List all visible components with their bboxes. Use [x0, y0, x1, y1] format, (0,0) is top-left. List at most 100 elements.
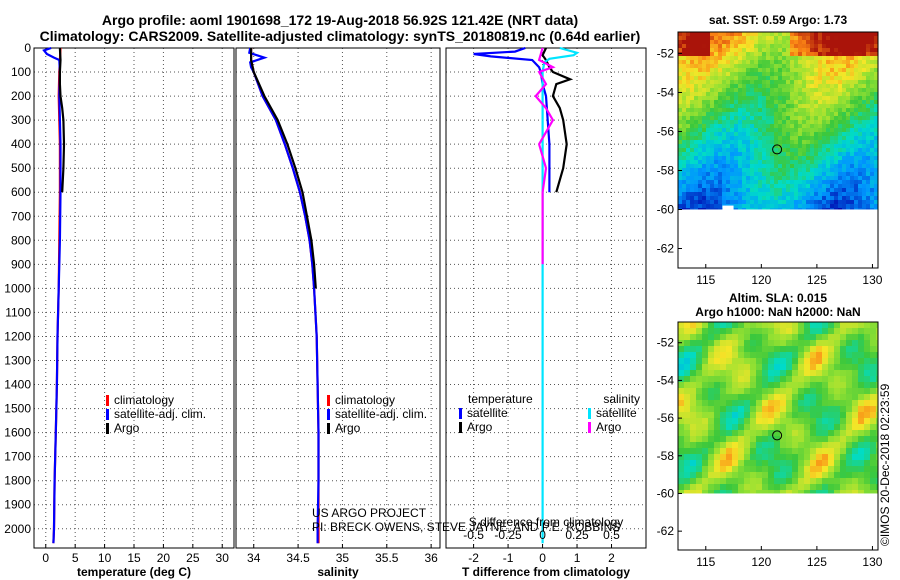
x-tick-label: 35.5 [375, 551, 399, 565]
lat-tick-label: -54 [657, 85, 675, 99]
depth-tick-label: 1700 [4, 450, 31, 464]
legend-swatch [588, 408, 591, 419]
lat-tick-label: -58 [657, 163, 675, 177]
x-tick-label: 5 [72, 551, 79, 565]
x-tick-label: 30 [216, 551, 230, 565]
figure-title-line2: Climatology: CARS2009. Satellite-adjuste… [39, 28, 641, 44]
series-line-argo [58, 47, 66, 193]
salinity-difference-tick-label: 0 [539, 528, 546, 542]
legend-swatch [588, 422, 591, 433]
legend-label: climatology [335, 393, 395, 407]
sst-map: 115 120 125 130 -52 -54 -56 -58 -60 -62 sat. SST: … [657, 13, 883, 287]
salinity-difference-tick-label: 0.25 [565, 528, 589, 542]
lon-tick-label: 120 [751, 273, 771, 287]
x-tick-label: 0 [539, 551, 546, 565]
x-tick-label: 34 [247, 551, 261, 565]
depth-tick-label: 700 [11, 209, 31, 223]
lon-tick-label: 130 [862, 273, 882, 287]
salinity-difference-tick-label: -0.5 [463, 528, 484, 542]
lat-tick-label: -62 [657, 524, 675, 538]
depth-tick-label: 1200 [4, 329, 31, 343]
legend-label: satellite [596, 406, 637, 420]
legend-swatch [106, 395, 109, 406]
map-frame [677, 31, 879, 269]
lon-tick-label: 120 [751, 555, 771, 569]
legend-label: Argo [335, 421, 361, 435]
lon-tick-label: 125 [807, 273, 827, 287]
salinity-panel: 34 34.5 35 35.5 36 salinity [235, 47, 441, 579]
depth-tick-label: 600 [11, 185, 31, 199]
figure-title-line1: Argo profile: aoml 1901698_172 19-Aug-20… [101, 12, 579, 28]
lat-tick-label: -56 [657, 411, 675, 425]
x-tick-label: -1 [503, 551, 514, 565]
legend-label: Argo [596, 420, 622, 434]
lat-tick-label: -52 [657, 46, 675, 60]
temperature-panel: 0 5 10 15 20 25 30 temperature (deg C) 0 100 200 30… [4, 41, 235, 579]
x-tick-label: -2 [468, 551, 479, 565]
depth-tick-label: 400 [11, 137, 31, 151]
lon-tick-label: 130 [862, 555, 882, 569]
legend-title: salinity [603, 392, 640, 406]
depth-tick-label: 0 [24, 41, 31, 55]
lat-tick-label: -60 [657, 486, 675, 500]
lat-tick-label: -58 [657, 449, 675, 463]
sla-map: 115 120 125 130 -52 -54 -56 -58 -60 -62 Altim. SLA… [657, 291, 883, 569]
lat-tick-label: -56 [657, 124, 675, 138]
depth-tick-label: 1600 [4, 426, 31, 440]
depth-tick-label: 1000 [4, 281, 31, 295]
x-tick-label: 25 [186, 551, 200, 565]
depth-tick-label: 500 [11, 161, 31, 175]
plot-frame [445, 47, 647, 549]
legend-swatch [106, 423, 109, 434]
legend-label: Argo [467, 420, 493, 434]
x-axis-label: temperature (deg C) [77, 565, 191, 579]
series-line-satellite-adj-clim- [248, 47, 320, 544]
series-line-s-argo [534, 47, 556, 265]
legend-swatch [459, 408, 462, 419]
x-tick-label: 34.5 [286, 551, 310, 565]
depth-tick-label: 200 [11, 89, 31, 103]
argo-position-marker [772, 144, 783, 155]
lon-tick-label: 115 [696, 273, 715, 287]
land-mask [722, 205, 734, 210]
salinity-difference-axis-label: S difference from climatology [469, 515, 624, 529]
legend-swatch [327, 423, 330, 434]
lat-tick-label: -60 [657, 202, 675, 216]
x-tick-label: 36 [424, 551, 438, 565]
legend-swatch [327, 395, 330, 406]
sla-map-title-line1: Altim. SLA: 0.015 [729, 291, 827, 305]
lon-tick-label: 115 [696, 555, 715, 569]
lat-tick-label: -54 [657, 373, 675, 387]
x-tick-label: 2 [608, 551, 615, 565]
imos-credit: ©IMOS 20-Dec-2018 02:23:59 [878, 383, 892, 546]
x-tick-label: 15 [127, 551, 141, 565]
depth-tick-label: 1300 [4, 354, 31, 368]
sst-map-title: sat. SST: 0.59 Argo: 1.73 [709, 13, 848, 27]
x-axis-label: T difference from climatology [462, 565, 630, 579]
salinity-difference-tick-label: -0.25 [494, 528, 522, 542]
depth-tick-label: 900 [11, 257, 31, 271]
depth-tick-label: 800 [11, 233, 31, 247]
map-frame [677, 321, 879, 551]
legend-label: satellite-adj. clim. [114, 407, 206, 421]
lon-tick-label: 125 [807, 555, 827, 569]
credit-line1: US ARGO PROJECT [312, 506, 427, 520]
legend-label: satellite [467, 406, 508, 420]
legend-swatch [459, 422, 462, 433]
difference-legend: temperature salinitysatelliteArgosatellit… [459, 392, 640, 434]
legend-title: temperature [468, 392, 533, 406]
depth-tick-label: 100 [11, 65, 31, 79]
x-tick-label: 1 [574, 551, 581, 565]
x-tick-label: 0 [42, 551, 49, 565]
x-tick-label: 35 [336, 551, 350, 565]
series-line-argo [250, 48, 317, 289]
plot-frame [235, 47, 441, 549]
lat-tick-label: -62 [657, 241, 675, 255]
depth-tick-label: 300 [11, 113, 31, 127]
depth-tick-label: 1100 [5, 305, 31, 319]
depth-tick-label: 1400 [4, 378, 31, 392]
depth-tick-label: 1800 [4, 474, 31, 488]
